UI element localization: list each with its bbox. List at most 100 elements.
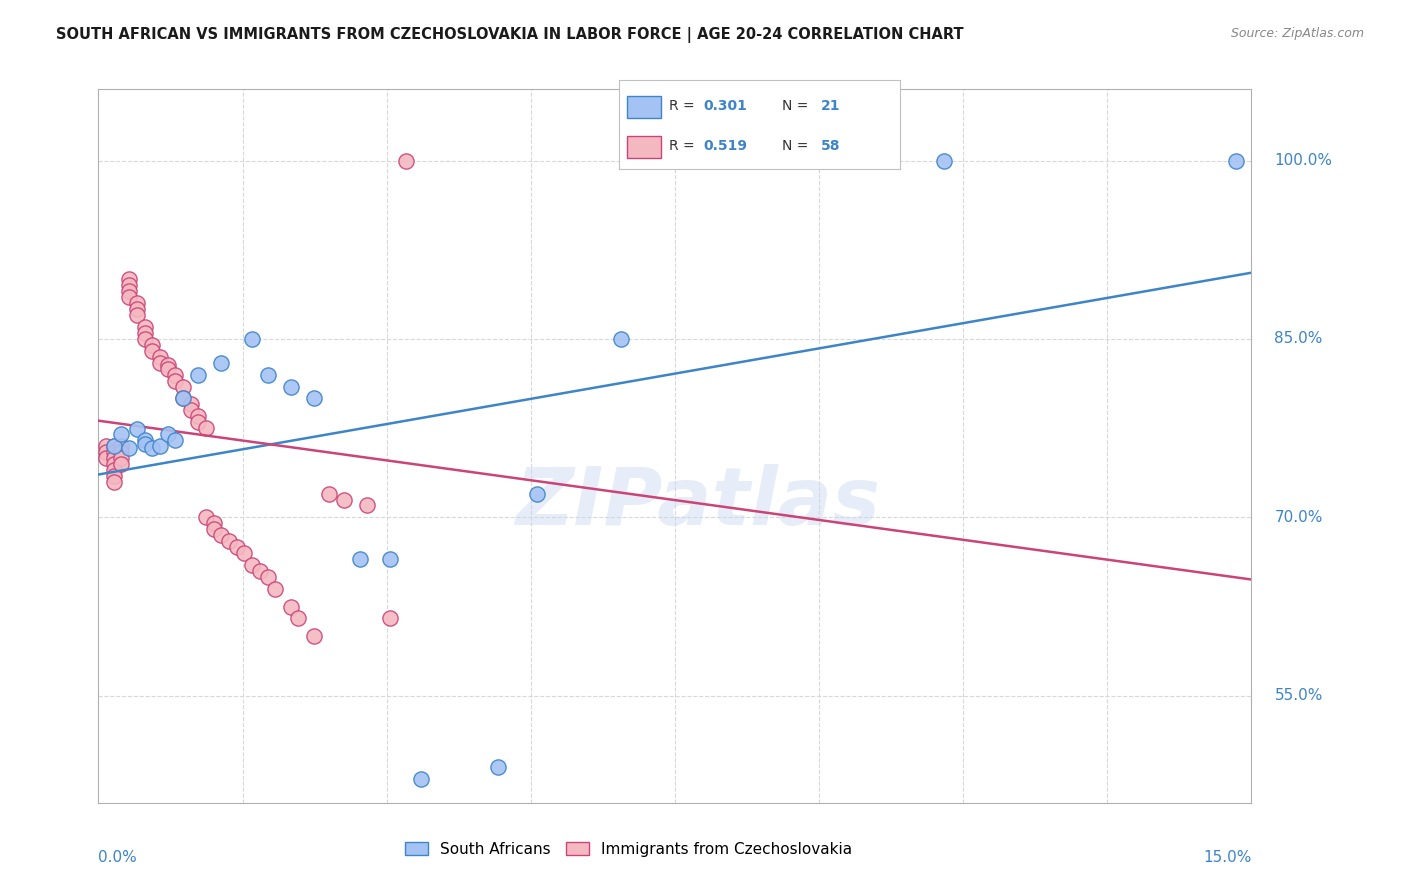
Point bbox=[94, 445, 117, 459]
Point bbox=[380, 611, 402, 625]
Point bbox=[249, 564, 271, 578]
Point bbox=[240, 332, 263, 346]
Point bbox=[256, 570, 278, 584]
Point bbox=[209, 528, 232, 542]
Point bbox=[225, 540, 247, 554]
Point bbox=[626, 153, 648, 168]
Point bbox=[103, 468, 125, 483]
Point bbox=[94, 439, 117, 453]
Point bbox=[333, 492, 356, 507]
Text: 0.0%: 0.0% bbox=[98, 850, 138, 865]
Point bbox=[103, 475, 125, 489]
Point bbox=[187, 415, 209, 429]
Point bbox=[149, 350, 172, 364]
Point bbox=[256, 368, 278, 382]
Point bbox=[526, 486, 548, 500]
Point bbox=[187, 368, 209, 382]
Point bbox=[165, 374, 187, 388]
Point bbox=[180, 397, 202, 411]
Text: SOUTH AFRICAN VS IMMIGRANTS FROM CZECHOSLOVAKIA IN LABOR FORCE | AGE 20-24 CORRE: SOUTH AFRICAN VS IMMIGRANTS FROM CZECHOS… bbox=[56, 27, 965, 43]
Point bbox=[125, 422, 148, 436]
Point bbox=[103, 445, 125, 459]
Bar bbox=[627, 136, 661, 158]
Point bbox=[125, 308, 148, 322]
Text: R =: R = bbox=[669, 99, 699, 113]
Point bbox=[118, 285, 141, 299]
Text: 0.301: 0.301 bbox=[703, 99, 747, 113]
Point bbox=[118, 278, 141, 293]
Text: 85.0%: 85.0% bbox=[1274, 332, 1323, 346]
Point bbox=[280, 599, 302, 614]
Point bbox=[180, 403, 202, 417]
Point bbox=[134, 436, 156, 450]
Point bbox=[932, 153, 955, 168]
Point bbox=[233, 546, 256, 560]
Point bbox=[110, 445, 132, 459]
Point bbox=[411, 772, 433, 786]
Point bbox=[110, 439, 132, 453]
Point bbox=[141, 343, 163, 358]
Legend: South Africans, Immigrants from Czechoslovakia: South Africans, Immigrants from Czechosl… bbox=[399, 836, 859, 863]
Point bbox=[134, 320, 156, 334]
Point bbox=[302, 392, 325, 406]
Point bbox=[134, 433, 156, 447]
Point bbox=[486, 760, 509, 774]
Text: 70.0%: 70.0% bbox=[1274, 510, 1323, 524]
Point bbox=[202, 516, 225, 531]
Point bbox=[165, 368, 187, 382]
Point bbox=[125, 296, 148, 310]
Text: Source: ZipAtlas.com: Source: ZipAtlas.com bbox=[1230, 27, 1364, 40]
Text: 58: 58 bbox=[821, 139, 841, 153]
Point bbox=[118, 290, 141, 304]
Point bbox=[172, 379, 194, 393]
Point bbox=[110, 457, 132, 471]
Point bbox=[356, 499, 378, 513]
Point bbox=[118, 272, 141, 286]
Point bbox=[156, 361, 179, 376]
Text: 55.0%: 55.0% bbox=[1274, 689, 1323, 703]
Text: ZIPatlas: ZIPatlas bbox=[516, 464, 880, 542]
Point bbox=[141, 442, 163, 456]
Point bbox=[110, 450, 132, 465]
Point bbox=[280, 379, 302, 393]
Point bbox=[380, 552, 402, 566]
Point bbox=[103, 450, 125, 465]
Point bbox=[202, 522, 225, 536]
Point bbox=[156, 427, 179, 442]
Point bbox=[103, 463, 125, 477]
Point bbox=[172, 392, 194, 406]
Point bbox=[302, 629, 325, 643]
Point bbox=[264, 582, 287, 596]
Point bbox=[103, 439, 125, 453]
Point bbox=[349, 552, 371, 566]
Point bbox=[103, 439, 125, 453]
Point bbox=[94, 450, 117, 465]
Point bbox=[156, 358, 179, 372]
Point bbox=[110, 427, 132, 442]
Point bbox=[610, 332, 633, 346]
Point bbox=[195, 510, 218, 524]
Point bbox=[240, 558, 263, 572]
Point bbox=[149, 356, 172, 370]
Point bbox=[209, 356, 232, 370]
Text: N =: N = bbox=[782, 139, 813, 153]
Point bbox=[195, 421, 218, 435]
Point bbox=[125, 302, 148, 317]
Point bbox=[287, 611, 309, 625]
Point bbox=[165, 433, 187, 447]
Point bbox=[395, 153, 418, 168]
Point bbox=[172, 392, 194, 406]
Bar bbox=[627, 96, 661, 118]
Text: 100.0%: 100.0% bbox=[1274, 153, 1333, 168]
Point bbox=[103, 457, 125, 471]
Text: R =: R = bbox=[669, 139, 699, 153]
Text: N =: N = bbox=[782, 99, 813, 113]
Point bbox=[118, 442, 141, 456]
Point bbox=[134, 332, 156, 346]
Point bbox=[318, 486, 340, 500]
Point bbox=[134, 326, 156, 340]
Point bbox=[149, 439, 172, 453]
Text: 21: 21 bbox=[821, 99, 841, 113]
Point bbox=[141, 338, 163, 352]
Point bbox=[187, 409, 209, 424]
